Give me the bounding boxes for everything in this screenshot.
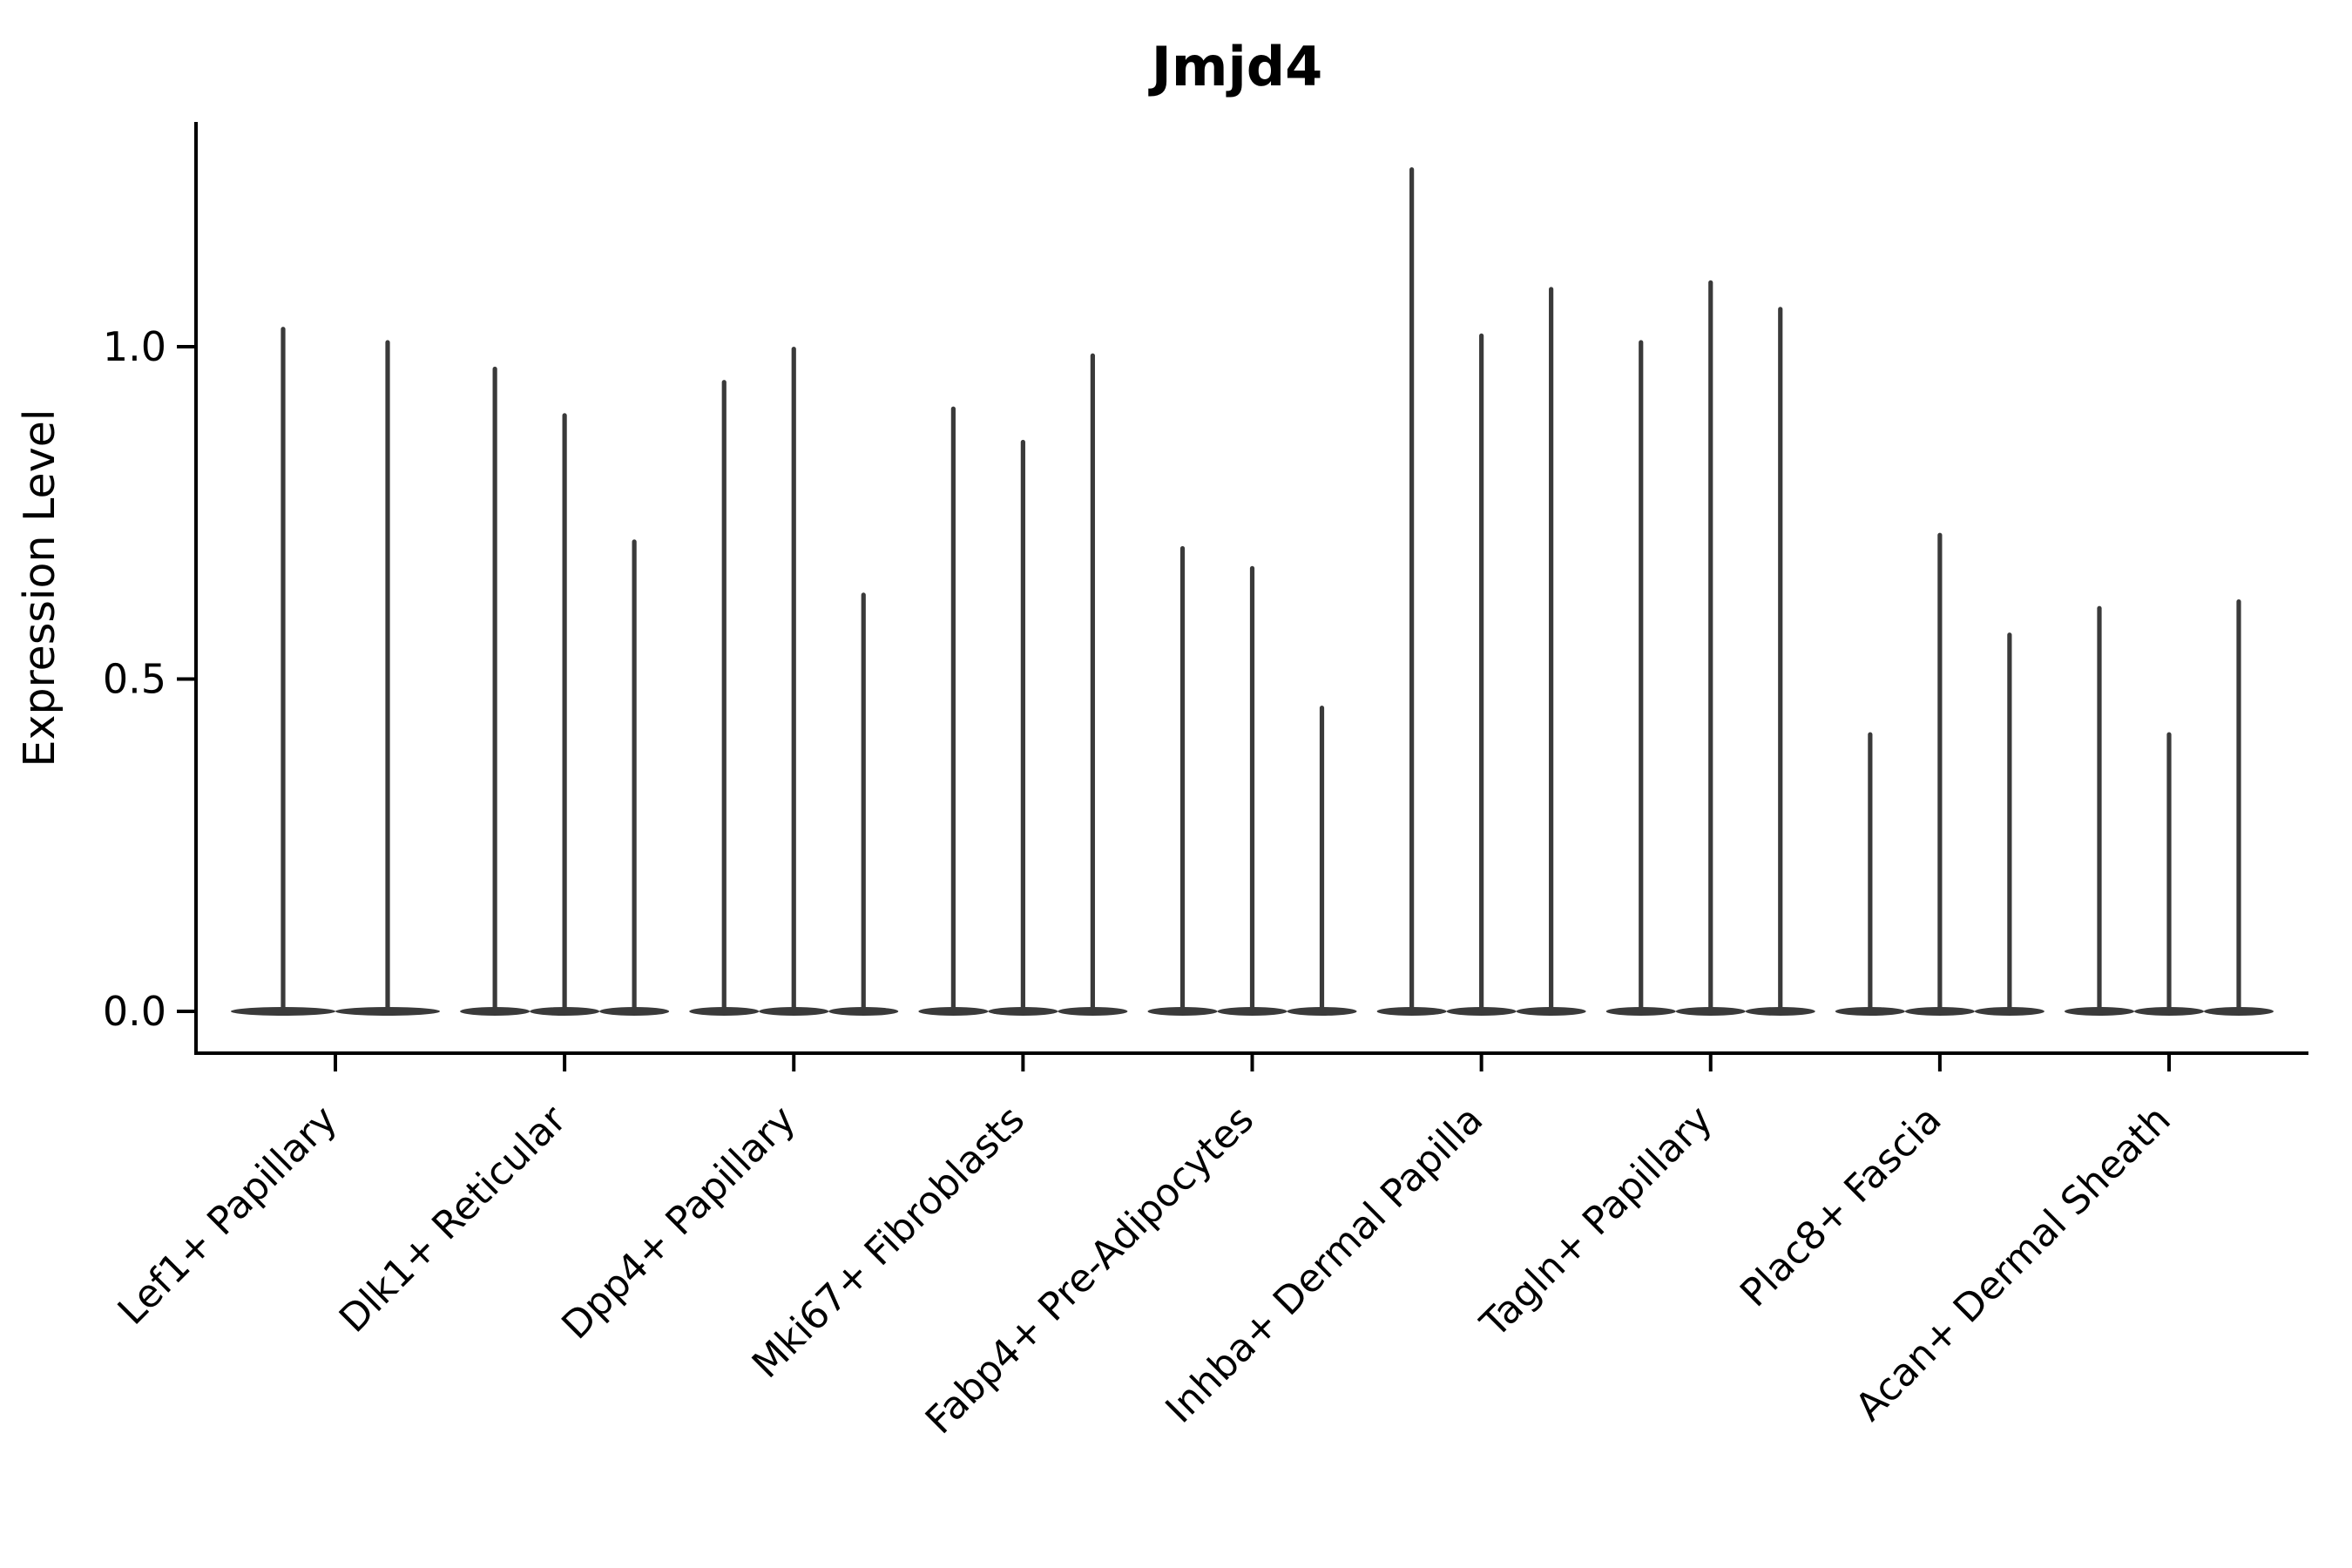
violin-spike: [950, 406, 956, 1011]
violin-spike: [1937, 532, 1943, 1011]
y-tick-label: 0.0: [103, 988, 166, 1035]
violin-spike: [280, 327, 286, 1011]
violin-spike: [1479, 333, 1484, 1011]
chart-title: Jmjd4: [1148, 35, 1322, 98]
y-axis-ticks: 0.0 0.5 1.0: [103, 323, 196, 1035]
violin-spike: [791, 347, 796, 1011]
x-tick-label: Plac8+ Fascia: [1732, 1098, 1950, 1316]
x-tick-label: Dlk1+ Reticular: [331, 1097, 576, 1342]
violin-spike: [385, 340, 390, 1011]
violin-spike: [721, 380, 727, 1011]
violin-spike: [1179, 545, 1186, 1011]
violin-spike: [1868, 732, 1873, 1011]
violin-spike: [2166, 732, 2172, 1011]
x-tick-label: Tagln+ Papillary: [1471, 1098, 1720, 1347]
violin-spike: [1409, 166, 1415, 1012]
x-tick-label: Lef1+ Papillary: [110, 1098, 346, 1334]
violin-spike: [1639, 340, 1644, 1011]
violin-spike: [861, 592, 866, 1011]
violin-spike: [2097, 605, 2102, 1011]
violin-spike: [1319, 706, 1325, 1011]
violin-spike: [1708, 280, 1713, 1011]
y-tick-label: 0.5: [103, 656, 166, 703]
violin-spike: [632, 539, 637, 1011]
plot-area: [231, 166, 2274, 1016]
violin-spike: [1549, 287, 1554, 1012]
violin-spike: [1778, 307, 1783, 1012]
y-axis-label: Expression Level: [15, 409, 64, 767]
violin-spike: [492, 366, 497, 1011]
violin-spike: [562, 413, 567, 1011]
violin-spike: [2007, 632, 2012, 1011]
violin-spike: [2236, 598, 2241, 1011]
violin-spike: [1249, 565, 1255, 1011]
x-tick-label: Dpp4+ Papillary: [553, 1098, 804, 1348]
y-tick-label: 1.0: [103, 323, 166, 370]
violin-spike: [1020, 439, 1025, 1011]
violin-spike: [1090, 353, 1095, 1011]
